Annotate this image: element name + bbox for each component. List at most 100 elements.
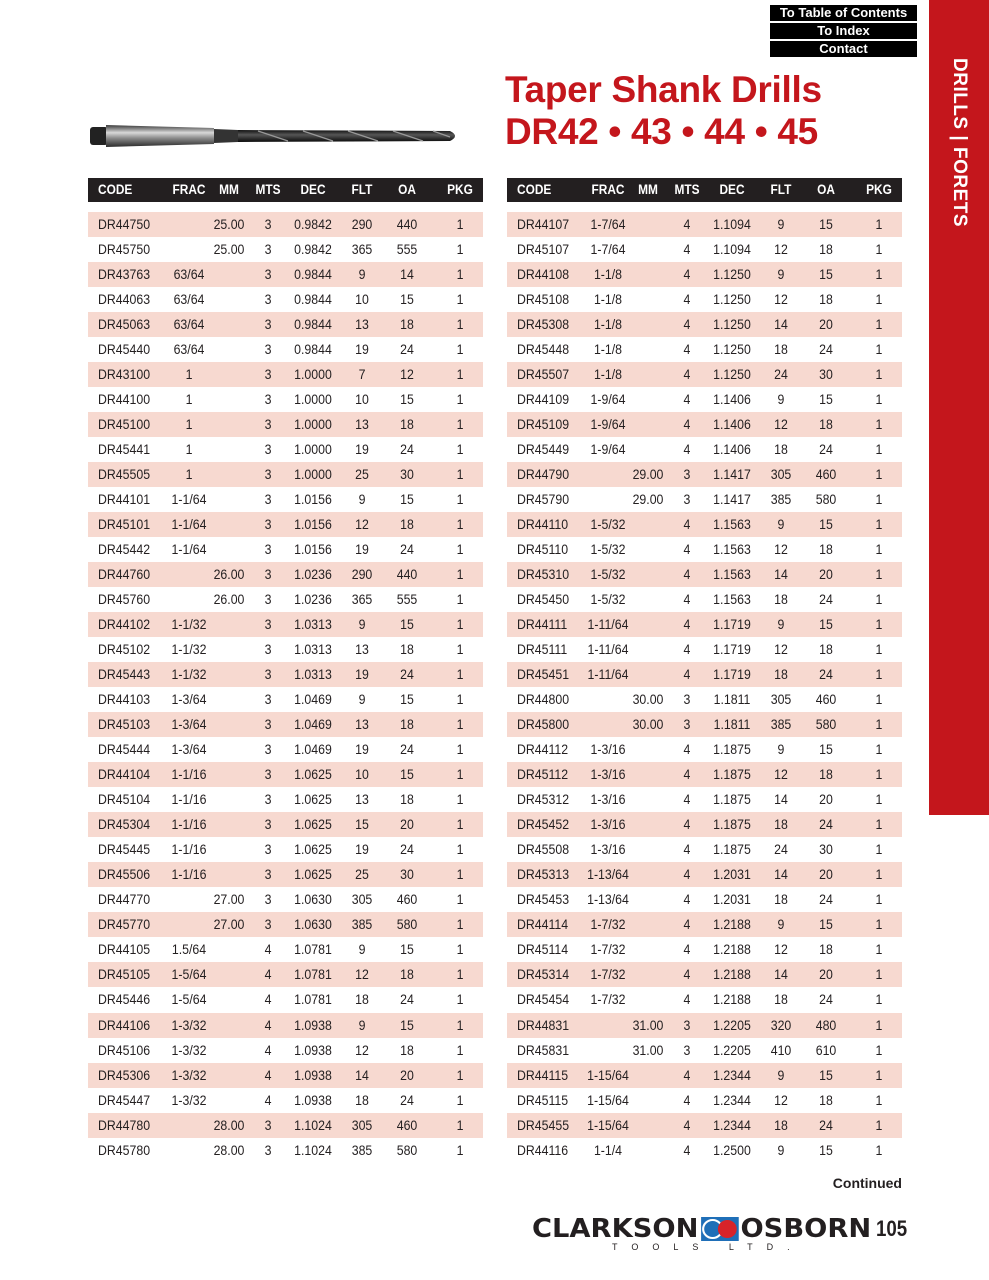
index-link[interactable]: To Index <box>770 23 917 39</box>
cell-frac: 1-3/16 <box>590 841 626 858</box>
cell-mts: 4 <box>683 391 691 408</box>
cell-frac: 1-5/32 <box>590 591 626 608</box>
cell-code: DR45450 <box>517 591 570 608</box>
cell-code: DR45111 <box>517 641 568 658</box>
cell-pkg: 1 <box>456 416 464 433</box>
table-row: DR45100 1 3 1.0000 13 18 1 <box>88 412 483 438</box>
cell-oa: 18 <box>819 766 833 783</box>
cell-oa: 460 <box>396 1116 418 1133</box>
table-row: DR45314 1-7/32 4 1.2188 14 20 1 <box>507 962 902 988</box>
cell-flt: 9 <box>777 916 785 933</box>
cell-flt: 320 <box>770 1016 792 1033</box>
cell-mts: 3 <box>264 1141 272 1158</box>
cell-frac: 1-7/64 <box>590 216 626 232</box>
table-row: DR45770 27.00 3 1.0630 385 580 1 <box>88 912 483 938</box>
column-header-oa: OA <box>817 182 835 197</box>
cell-mts: 4 <box>683 266 691 283</box>
cell-dec: 1.1719 <box>713 616 751 633</box>
cell-mts: 3 <box>683 1041 691 1058</box>
cell-pkg: 1 <box>456 391 464 408</box>
logo-subtitle: TOOLS LTD. <box>612 1242 804 1252</box>
cell-code: DR45110 <box>517 541 569 558</box>
cell-dec: 1.0236 <box>294 591 332 608</box>
cell-dec: 1.2188 <box>713 941 751 958</box>
cell-flt: 18 <box>774 1116 788 1133</box>
cell-mts: 4 <box>264 1016 272 1033</box>
table-row: DR44103 1-3/64 3 1.0469 9 15 1 <box>88 687 483 712</box>
cell-flt: 9 <box>777 1066 785 1083</box>
table-row: DR45304 1-1/16 3 1.0625 15 20 1 <box>88 812 483 838</box>
cell-code: DR45310 <box>517 566 570 583</box>
cell-flt: 9 <box>777 391 785 408</box>
cell-dec: 1.1417 <box>713 466 751 483</box>
cell-flt: 305 <box>770 691 792 708</box>
cell-pkg: 1 <box>875 1091 883 1108</box>
cell-flt: 13 <box>355 316 369 333</box>
table-body: DR44107 1-7/64 4 1.1094 9 15 1 DR45107 1-7/64 4 1.… <box>507 212 902 1163</box>
cell-frac: 1-1/4 <box>593 1141 623 1158</box>
cell-flt: 19 <box>355 441 369 458</box>
cell-pkg: 1 <box>875 1041 883 1058</box>
cell-dec: 1.1406 <box>713 391 751 408</box>
cell-mm: 30.00 <box>632 716 664 733</box>
cell-frac: 1 <box>185 466 193 483</box>
cell-flt: 9 <box>777 216 785 232</box>
cell-flt: 12 <box>774 291 788 308</box>
cell-frac: 1-1/8 <box>593 341 623 358</box>
cell-oa: 15 <box>400 691 414 708</box>
cell-code: DR45454 <box>517 991 570 1008</box>
cell-code: DR44106 <box>98 1016 151 1033</box>
cell-code: DR45780 <box>98 1141 151 1158</box>
table-row: DR44102 1-1/32 3 1.0313 9 15 1 <box>88 612 483 638</box>
cell-mts: 4 <box>683 841 691 858</box>
cell-flt: 18 <box>774 991 788 1008</box>
table-row: DR45507 1-1/8 4 1.1250 24 30 1 <box>507 362 902 388</box>
cell-mm: 28.00 <box>213 1116 245 1133</box>
column-header-pkg: PKG <box>866 182 892 197</box>
cell-flt: 18 <box>774 441 788 458</box>
table-row: DR43763 63/64 3 0.9844 9 14 1 <box>88 262 483 288</box>
cell-flt: 19 <box>355 541 369 558</box>
table-row: DR44110 1-5/32 4 1.1563 9 15 1 <box>507 512 902 538</box>
cell-oa: 460 <box>396 891 418 908</box>
cell-dec: 0.9844 <box>294 316 332 333</box>
cell-flt: 25 <box>355 866 369 883</box>
cell-frac: 1.5/64 <box>171 941 207 958</box>
cell-code: DR45440 <box>98 341 151 358</box>
cell-mts: 3 <box>264 666 272 683</box>
cell-mts: 4 <box>683 316 691 333</box>
table-row: DR44106 1-3/32 4 1.0938 9 15 1 <box>88 1012 483 1038</box>
cell-mts: 3 <box>683 466 691 483</box>
cell-mts: 4 <box>264 941 272 958</box>
table-row: DR45455 1-15/64 4 1.2344 18 24 1 <box>507 1112 902 1138</box>
cell-mts: 3 <box>264 291 272 308</box>
cell-pkg: 1 <box>875 241 883 258</box>
cell-dec: 1.0625 <box>294 841 332 858</box>
contact-link[interactable]: Contact <box>770 41 917 57</box>
cell-dec: 1.0938 <box>294 1066 332 1083</box>
cell-dec: 1.2344 <box>713 1091 751 1108</box>
cell-oa: 24 <box>819 591 833 608</box>
cell-pkg: 1 <box>456 541 464 558</box>
table-row: DR44101 1-1/64 3 1.0156 9 15 1 <box>88 487 483 512</box>
section-sidebar: DRILLS | FORETS <box>929 0 989 815</box>
table-row: DR45441 1 3 1.0000 19 24 1 <box>88 437 483 462</box>
table-row: DR45446 1-5/64 4 1.0781 18 24 1 <box>88 987 483 1012</box>
cell-flt: 18 <box>774 591 788 608</box>
cell-frac: 1-15/64 <box>587 1066 629 1083</box>
table-of-contents-link[interactable]: To Table of Contents <box>770 5 917 21</box>
cell-frac: 1-1/64 <box>171 541 207 558</box>
cell-code: DR45750 <box>98 241 151 258</box>
cell-flt: 12 <box>774 241 788 258</box>
table-row: DR45312 1-3/16 4 1.1875 14 20 1 <box>507 787 902 812</box>
cell-code: DR44102 <box>98 616 151 633</box>
cell-dec: 1.2188 <box>713 991 751 1008</box>
page-title: Taper Shank Drills <box>505 69 822 110</box>
cell-flt: 19 <box>355 841 369 858</box>
cell-frac: 1-1/16 <box>171 816 207 833</box>
cell-pkg: 1 <box>875 891 883 908</box>
cell-pkg: 1 <box>875 666 883 683</box>
cell-code: DR45312 <box>517 791 570 808</box>
table-row: DR45112 1-3/16 4 1.1875 12 18 1 <box>507 762 902 788</box>
cell-pkg: 1 <box>875 416 883 433</box>
